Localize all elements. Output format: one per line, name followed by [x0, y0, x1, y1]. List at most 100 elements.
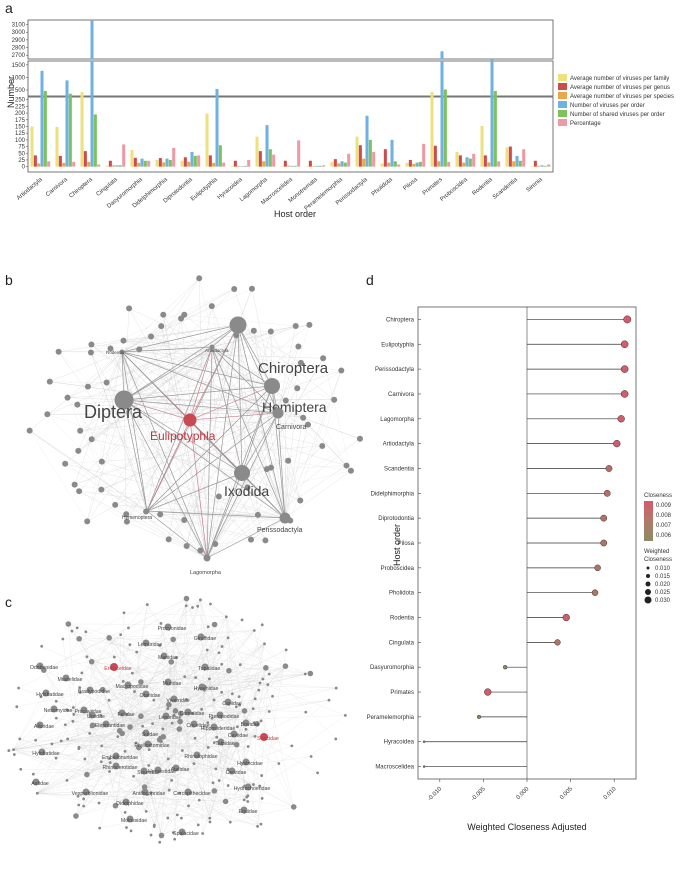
colorbar-tick: 0.008	[656, 513, 672, 519]
node	[303, 672, 307, 676]
edge	[211, 306, 286, 519]
legend-entry: Number of shared viruses per order	[570, 112, 665, 118]
edge	[159, 737, 294, 808]
lollipop-point	[591, 589, 599, 596]
category-label: Primates	[422, 177, 444, 197]
bar	[108, 160, 112, 167]
y-tick-label: Cingulata	[389, 640, 415, 646]
lollipop-point	[623, 315, 632, 324]
category-label: Sirenia	[526, 177, 545, 194]
node	[84, 518, 91, 525]
node	[177, 718, 183, 725]
bar	[280, 166, 284, 167]
bar	[268, 149, 272, 167]
edge	[65, 724, 139, 748]
y-tick-label: 2700	[12, 53, 26, 59]
node	[141, 724, 145, 728]
bar	[330, 161, 334, 167]
node	[217, 779, 221, 782]
legend-entry: Average number of viruses per genus	[570, 85, 670, 91]
y-axis-label: Host order	[392, 524, 402, 566]
edge	[51, 728, 180, 745]
node	[135, 744, 142, 751]
edge	[322, 358, 352, 471]
node	[187, 804, 190, 808]
node	[260, 774, 264, 777]
edge	[18, 599, 201, 689]
node	[122, 798, 130, 806]
bar	[333, 159, 337, 167]
edge	[67, 709, 256, 737]
bar	[405, 162, 409, 167]
edge	[285, 324, 310, 401]
edge	[79, 746, 249, 748]
node	[208, 816, 212, 820]
edge	[302, 417, 323, 447]
bar	[80, 91, 84, 97]
node	[228, 767, 236, 775]
bar	[115, 165, 119, 167]
node	[84, 771, 90, 778]
y-tick-label: 3100	[12, 23, 26, 29]
edge	[8, 643, 265, 751]
bar	[162, 162, 166, 167]
node	[123, 511, 130, 518]
edge	[253, 723, 258, 785]
node-label: Spalacidae	[173, 831, 199, 837]
y-axis-label: Number	[6, 76, 16, 108]
y-tick-label: 150	[15, 124, 26, 130]
edge	[136, 651, 169, 705]
node-label: Macropodidae	[116, 684, 149, 690]
edge	[215, 467, 272, 545]
edge	[91, 344, 243, 474]
x-axis-label: Host order	[274, 209, 316, 219]
node-label: Hylobatidae	[32, 751, 60, 757]
edge	[90, 352, 148, 512]
edge	[146, 412, 279, 512]
node	[203, 554, 211, 562]
legend-swatch	[558, 83, 567, 90]
edge	[136, 652, 142, 682]
edge	[13, 736, 256, 750]
edge	[87, 412, 279, 522]
bar	[87, 161, 91, 167]
edge	[35, 599, 201, 741]
edge	[176, 652, 219, 658]
lollipop-point	[603, 489, 611, 497]
lollipop-point	[617, 415, 625, 423]
y-tick-label: Rodentia	[390, 616, 415, 622]
node	[12, 753, 16, 756]
edge	[55, 639, 174, 759]
edge	[78, 330, 254, 451]
node	[108, 770, 111, 773]
bar	[472, 153, 476, 167]
edge	[180, 713, 249, 796]
edge	[168, 710, 245, 760]
edge	[277, 370, 342, 414]
node	[125, 712, 129, 716]
edge	[211, 346, 279, 414]
edge	[214, 667, 266, 701]
node	[241, 708, 248, 714]
node	[267, 710, 271, 713]
node	[173, 837, 177, 841]
edge	[109, 637, 240, 706]
node	[201, 832, 205, 835]
edge	[78, 351, 123, 451]
edge	[129, 604, 148, 728]
node	[133, 690, 136, 693]
node	[206, 745, 210, 749]
edge	[75, 689, 103, 817]
size-legend-dot	[645, 581, 651, 587]
edge	[92, 682, 261, 726]
edge	[159, 643, 265, 740]
bar	[208, 155, 212, 167]
edge	[159, 652, 220, 740]
node	[181, 516, 188, 523]
node	[158, 840, 162, 844]
bar	[140, 158, 144, 167]
node	[138, 713, 144, 720]
node	[82, 788, 90, 796]
edge	[91, 726, 162, 836]
